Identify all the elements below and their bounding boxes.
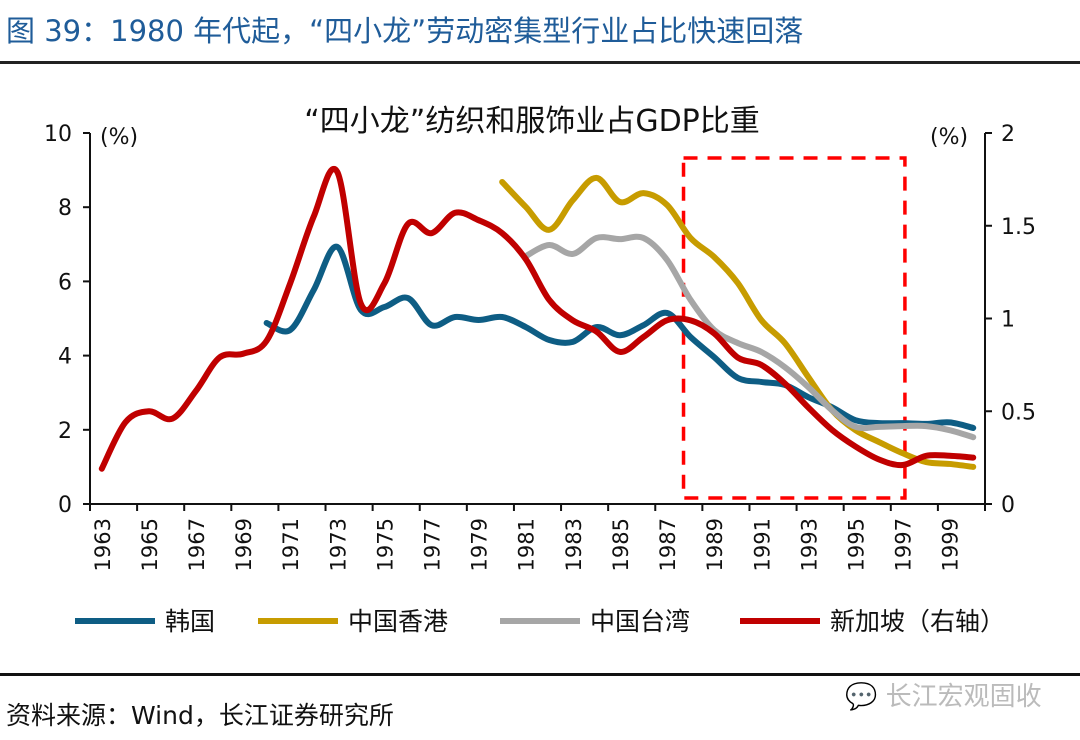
top-divider bbox=[0, 61, 1080, 64]
y-left-tick-label: 2 bbox=[58, 419, 72, 444]
y-right-tick-label: 0 bbox=[1001, 493, 1015, 518]
x-tick-label: 1971 bbox=[279, 518, 303, 571]
y-left-tick-label: 8 bbox=[58, 196, 72, 221]
y-right-unit-label: (%) bbox=[930, 125, 968, 150]
y-left-tick-label: 0 bbox=[58, 493, 72, 518]
x-tick-label: 1993 bbox=[797, 518, 821, 571]
legend-label-0: 韩国 bbox=[165, 607, 215, 636]
x-tick-label: 1981 bbox=[515, 518, 539, 571]
x-tick-label: 1991 bbox=[750, 518, 774, 571]
y-left-tick-label: 4 bbox=[58, 345, 72, 370]
x-tick-label: 1985 bbox=[609, 518, 633, 571]
x-tick-label: 1969 bbox=[232, 518, 256, 571]
series-line-0 bbox=[263, 243, 977, 431]
x-tick-label: 1989 bbox=[703, 518, 727, 571]
highlight-box bbox=[681, 156, 907, 500]
bottom-divider bbox=[0, 673, 1080, 676]
y-left-unit-label: (%) bbox=[100, 125, 138, 150]
wechat-icon: 💬 bbox=[845, 682, 878, 712]
x-tick-label: 1979 bbox=[468, 518, 492, 571]
y-right-tick-label: 0.5 bbox=[1001, 400, 1036, 425]
y-right-tick-label: 2 bbox=[1001, 122, 1015, 147]
y-left-tick-label: 6 bbox=[58, 270, 72, 295]
series-line-2 bbox=[522, 233, 977, 441]
y-right-tick-label: 1.5 bbox=[1001, 215, 1036, 240]
y-left-tick-label: 10 bbox=[44, 122, 72, 147]
watermark-logo: 💬 长江宏观固收 bbox=[845, 682, 1042, 712]
y-right-tick-label: 1 bbox=[1001, 308, 1015, 333]
legend-label-1: 中国香港 bbox=[348, 607, 448, 636]
series-line-3 bbox=[98, 166, 977, 472]
x-tick-label: 1975 bbox=[373, 518, 397, 571]
source-note: 资料来源：Wind，长江证券研究所 bbox=[6, 701, 394, 730]
x-tick-label: 1983 bbox=[562, 518, 586, 571]
x-tick-label: 1973 bbox=[326, 518, 350, 571]
x-tick-label: 1967 bbox=[185, 518, 209, 571]
figure-title: 图 39：1980 年代起，“四小龙”劳动密集型行业占比快速回落 bbox=[6, 14, 804, 48]
x-tick-label: 1995 bbox=[844, 518, 868, 571]
x-tick-label: 1999 bbox=[939, 518, 963, 571]
x-tick-label: 1965 bbox=[138, 518, 162, 571]
x-tick-label: 1997 bbox=[892, 518, 916, 571]
legend-label-2: 中国台湾 bbox=[590, 607, 690, 636]
legend-label-3: 新加坡（右轴） bbox=[830, 607, 1005, 636]
x-tick-label: 1987 bbox=[656, 518, 680, 571]
chart-title: “四小龙”纺织和服饰业占GDP比重 bbox=[304, 104, 760, 139]
x-tick-label: 1963 bbox=[91, 518, 115, 571]
series-line-1 bbox=[499, 174, 977, 470]
x-tick-label: 1977 bbox=[421, 518, 445, 571]
